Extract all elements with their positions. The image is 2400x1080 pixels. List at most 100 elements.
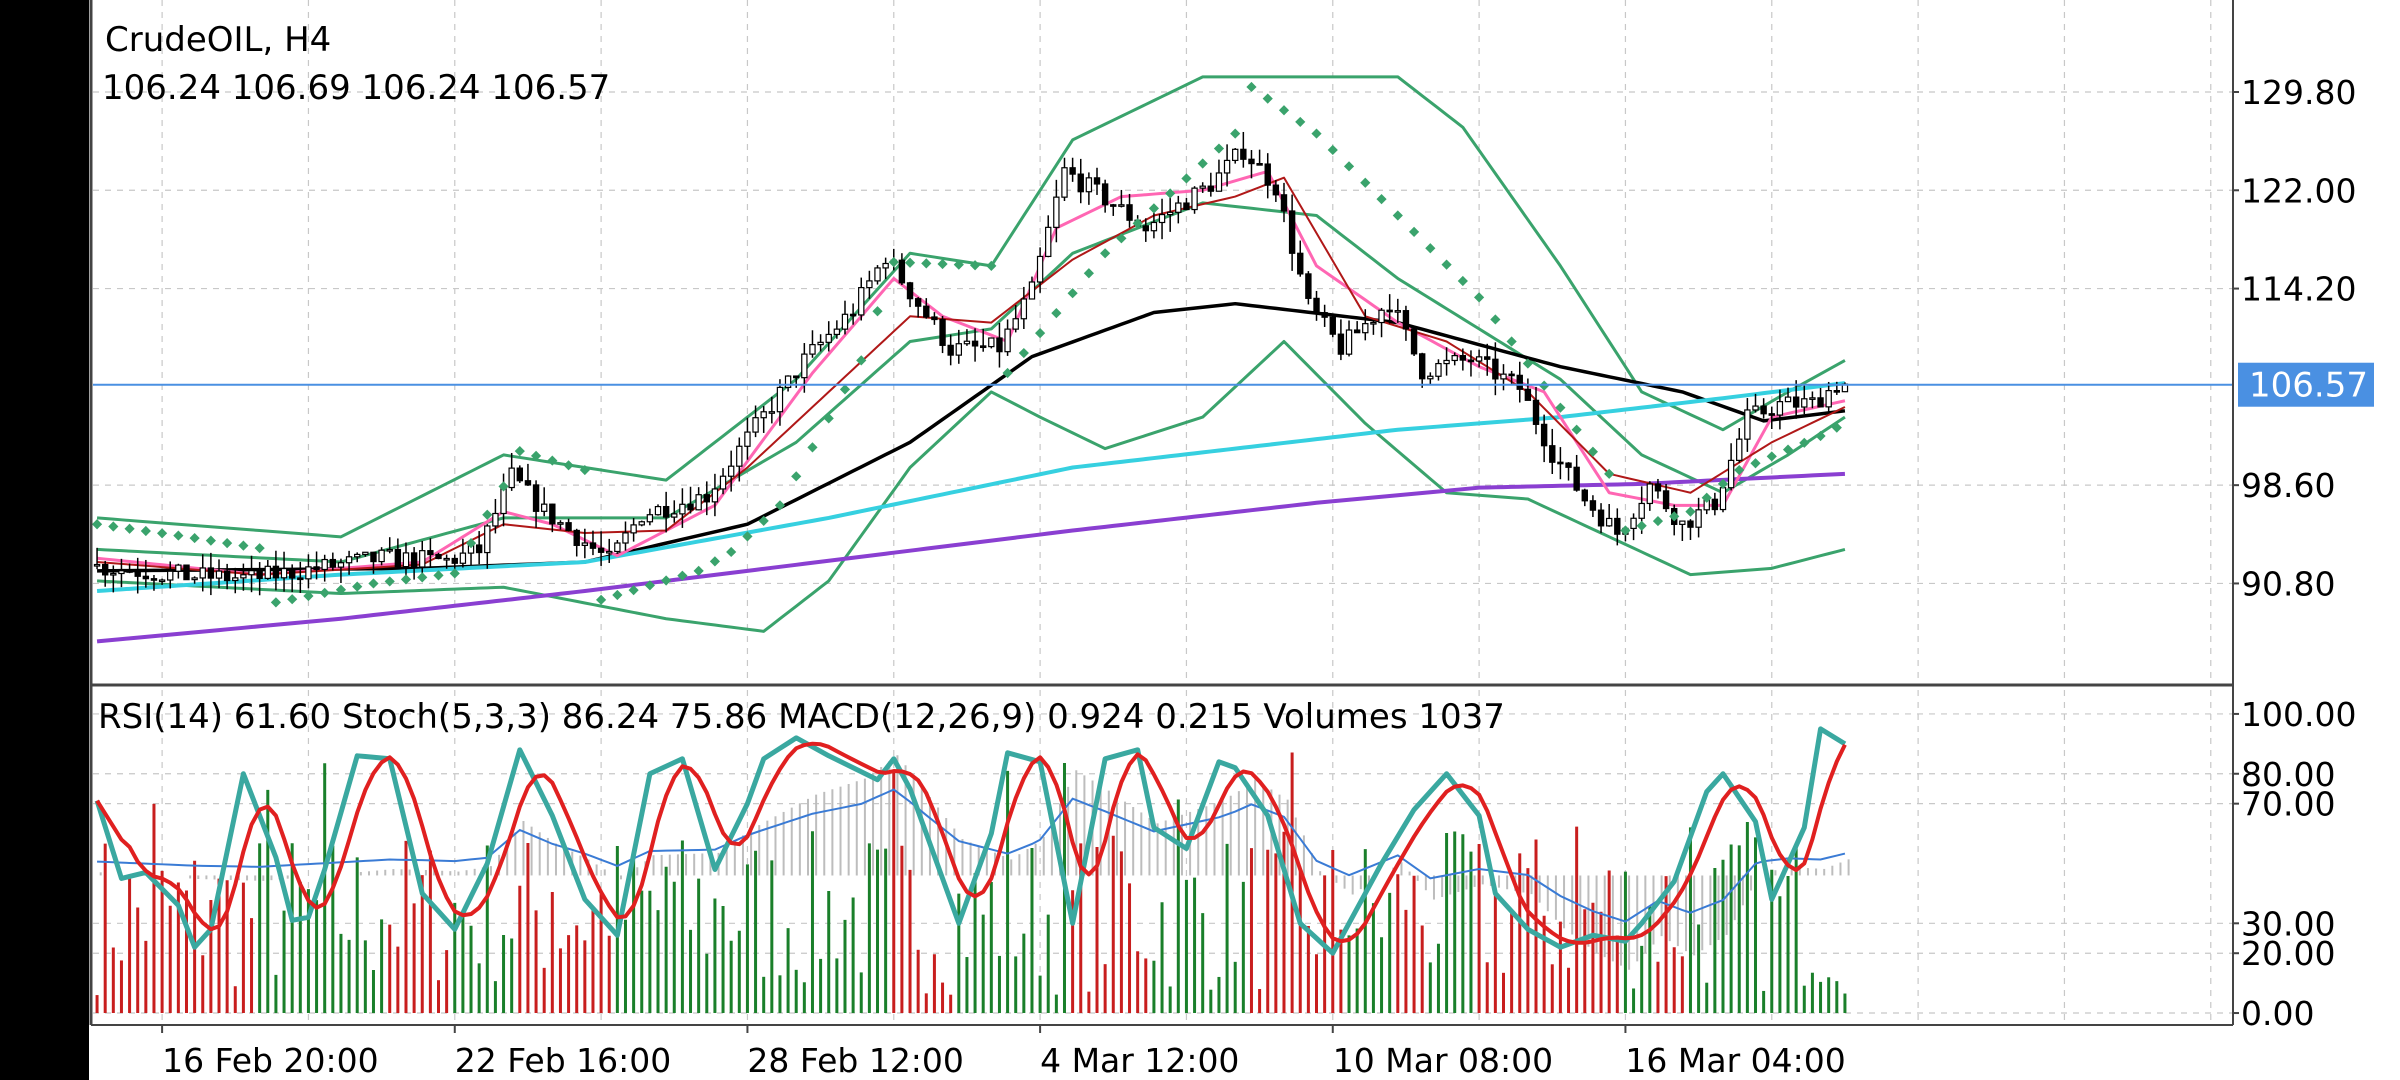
parabolic-sar-dot — [238, 540, 249, 551]
candle-bear — [1069, 167, 1076, 175]
x-tick-label: 10 Mar 08:00 — [1333, 1041, 1553, 1080]
candle-bull — [191, 577, 198, 581]
chart-area[interactable]: 129.80 122.00 114.20 106.57 98.60 90.80 100.00… — [89, 0, 2400, 1080]
candle-bear — [1524, 388, 1532, 401]
candle-bull — [1752, 405, 1759, 411]
candle-bear — [427, 550, 434, 556]
ma-purple-line — [96, 471, 1846, 644]
candle-bear — [1410, 328, 1418, 355]
candle-bear — [703, 494, 710, 503]
candle-bull — [841, 313, 849, 330]
parabolic-sar-dot — [1067, 288, 1078, 299]
candle-bull — [963, 340, 971, 345]
ma-pink-line — [96, 169, 1846, 577]
x-tick-label: 16 Mar 04:00 — [1625, 1041, 1845, 1080]
parabolic-sar-dot — [335, 584, 347, 595]
candle-bull — [760, 411, 767, 419]
parabolic-sar-dot — [1327, 144, 1338, 156]
parabolic-sar-dot — [1717, 478, 1729, 489]
candle-bull — [1784, 396, 1792, 403]
candle-bull — [280, 567, 288, 579]
parabolic-sar-dot — [1343, 161, 1355, 172]
parabolic-sar-dot — [791, 471, 802, 482]
parabolic-sar-dot — [839, 384, 851, 395]
current-price-label-bg — [2238, 362, 2374, 407]
parabolic-sar-dot — [677, 570, 688, 581]
parabolic-sar-dot — [774, 500, 786, 511]
candle-bear — [1272, 184, 1280, 196]
candle-bull — [362, 551, 369, 556]
candle-bull — [175, 564, 182, 572]
parabolic-sar-dot — [644, 580, 655, 591]
parabolic-sar-dot — [91, 519, 103, 530]
candle-bear — [183, 564, 190, 581]
parabolic-sar-dot — [661, 575, 672, 586]
candle-bear — [532, 484, 540, 512]
candle-bear — [1110, 204, 1117, 207]
x-tick-label: 28 Feb 12:00 — [747, 1041, 964, 1080]
parabolic-sar-dot — [1100, 248, 1111, 259]
candle-bull — [1362, 323, 1369, 334]
candle-bear — [996, 337, 1003, 353]
parabolic-sar-dot — [547, 455, 558, 466]
parabolic-sar-dot — [1620, 525, 1631, 536]
candle-bull — [784, 375, 792, 389]
candle-bull — [1825, 390, 1832, 408]
parabolic-sar-dot — [254, 543, 265, 554]
parabolic-sar-dot — [1701, 492, 1712, 503]
parabolic-sar-dot — [1506, 336, 1517, 347]
parabolic-sar-dot — [807, 442, 818, 453]
candle-bear — [979, 345, 987, 349]
stochastic-signal-line — [95, 741, 1847, 945]
candle-bull — [199, 567, 206, 579]
candle-bull — [1053, 196, 1060, 228]
candle-bear — [662, 505, 670, 518]
y-tick-label-main: 129.80 — [2241, 73, 2356, 112]
candle-bull — [232, 577, 239, 582]
parabolic-sar-dot — [758, 515, 769, 526]
parabolic-sar-dot — [205, 535, 216, 546]
parabolic-sar-dot — [1587, 446, 1599, 457]
chart-canvas[interactable]: 129.80 122.00 114.20 106.57 98.60 90.80 100.00… — [89, 0, 2400, 1080]
candle-bear — [1654, 483, 1662, 492]
parabolic-sar-dot — [449, 568, 460, 579]
candle-bull — [1443, 359, 1450, 365]
parabolic-sar-dot — [1831, 422, 1842, 433]
candle-bull — [606, 550, 613, 554]
candle-bear — [394, 548, 402, 568]
candle-bull — [110, 572, 117, 576]
candle-bull — [1695, 509, 1702, 528]
candle-bull — [321, 558, 328, 571]
candle-bear — [516, 467, 524, 482]
candle-bear — [1711, 498, 1719, 511]
candle-bear — [1321, 312, 1328, 318]
parabolic-sar-dot — [872, 306, 883, 317]
candle-bear — [142, 575, 150, 580]
candle-bear — [1183, 202, 1190, 211]
candle-bear — [1256, 162, 1263, 166]
candle-bull — [1020, 298, 1028, 320]
candle-bear — [207, 567, 215, 579]
candle-bear — [1760, 405, 1767, 415]
y-tick-label-osc: 30.00 — [2241, 904, 2335, 943]
y-tick-label-osc: 80.00 — [2241, 755, 2335, 794]
candle-bear — [1492, 358, 1499, 380]
frame — [89, 0, 2234, 1026]
parabolic-sar-dot — [1636, 520, 1647, 531]
x-tick-label: 22 Feb 16:00 — [455, 1041, 672, 1080]
parabolic-sar-dot — [579, 464, 590, 476]
candle-bull — [459, 552, 467, 564]
candle-bull — [1378, 309, 1385, 324]
parabolic-sar-dot — [1571, 424, 1582, 435]
candle-bear — [1142, 225, 1149, 232]
candle-bull — [508, 467, 515, 489]
candle-bear — [272, 565, 280, 579]
candle-bull — [1727, 459, 1735, 489]
candle-bull — [484, 525, 491, 554]
parabolic-sar-dot — [465, 538, 477, 549]
parabolic-sar-dot — [693, 565, 704, 576]
candle-bull — [801, 353, 808, 379]
x-tick-label: 4 Mar 12:00 — [1040, 1041, 1239, 1080]
candle-bear — [1459, 355, 1467, 361]
parabolic-sar-dot — [596, 594, 607, 605]
